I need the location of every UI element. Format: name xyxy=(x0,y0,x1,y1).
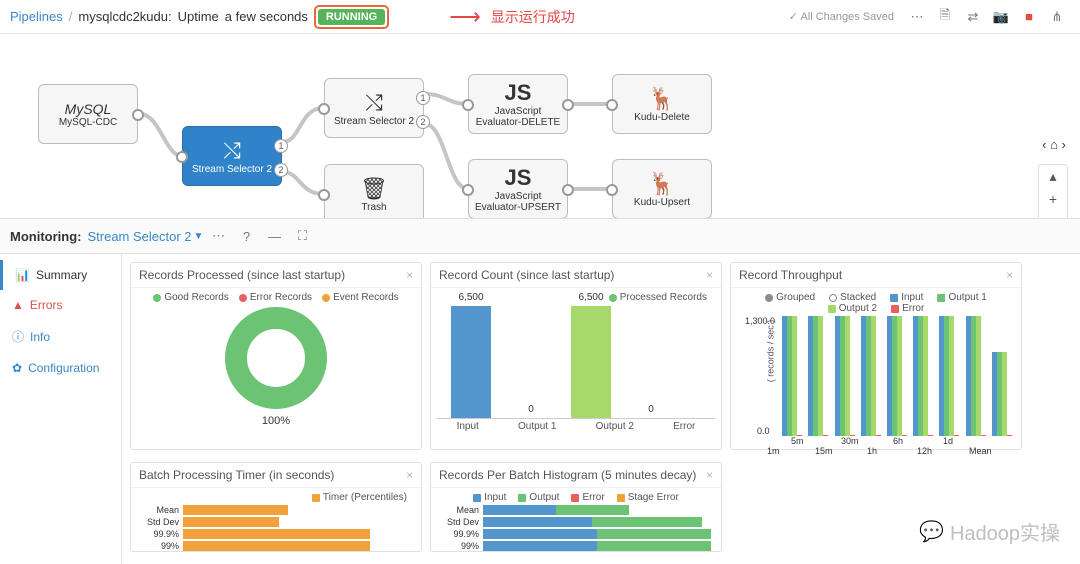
more-icon[interactable]: ⋯ xyxy=(205,223,231,249)
node-label: Stream Selector 2 xyxy=(192,164,272,175)
zoom-in-icon[interactable]: + xyxy=(1049,188,1057,210)
panel-throughput: Record Throughput× Grouped Stacked Input… xyxy=(730,262,1022,450)
monitor-header: Monitoring: Stream Selector 2 ▼ ⋯ ? — ⛶ xyxy=(0,218,1080,254)
js-icon: JS xyxy=(505,80,532,106)
donut-label: 100% xyxy=(262,415,290,427)
close-icon[interactable]: × xyxy=(1006,268,1013,282)
zoom-out-icon[interactable]: − xyxy=(1049,210,1057,218)
saved-indicator: ✓ All Changes Saved xyxy=(789,10,894,23)
node-mysql-cdc[interactable]: MySQL MySQL-CDC xyxy=(38,84,138,144)
panel-batch-histogram: Records Per Batch Histogram (5 minutes d… xyxy=(430,462,722,552)
stop-button[interactable]: ■ xyxy=(1016,4,1042,30)
js-icon: JS xyxy=(505,165,532,191)
uptime-value: a few seconds xyxy=(225,9,308,24)
node-label: Trash xyxy=(361,202,386,213)
annotation-text: 显示运行成功 xyxy=(491,7,575,27)
help-icon[interactable]: ? xyxy=(233,223,259,249)
share-icon[interactable]: ⋔ xyxy=(1044,4,1070,30)
close-icon[interactable]: × xyxy=(406,268,413,282)
topbar: Pipelines / mysqlcdc2kudu: Uptime a few … xyxy=(0,0,1080,34)
shuffle-icon[interactable]: ⇄ xyxy=(960,4,986,30)
node-kudu-upsert[interactable]: 🦌 Kudu-Upsert xyxy=(612,159,712,218)
monitor-tabs: 📊 Summary ▲ Errors ⓘ Info ✿ Configuratio… xyxy=(0,254,122,564)
panel-records-processed: Records Processed (since last startup)× … xyxy=(130,262,422,450)
node-label: Evaluator-DELETE xyxy=(476,117,560,128)
panel-record-count: Record Count (since last startup)× Proce… xyxy=(430,262,722,450)
panel-title: Record Throughput xyxy=(739,268,842,282)
panel-title: Records Processed (since last startup) xyxy=(139,268,345,282)
donut-chart xyxy=(221,303,331,413)
panel-title: Batch Processing Timer (in seconds) xyxy=(139,468,334,482)
close-icon[interactable]: × xyxy=(406,468,413,482)
status-badge: RUNNING xyxy=(314,5,389,29)
monitor-selected[interactable]: Stream Selector 2 xyxy=(87,229,191,244)
node-label: Kudu-Delete xyxy=(634,112,690,123)
tab-errors[interactable]: ▲ Errors xyxy=(0,290,121,320)
file-icon[interactable]: 🗎 xyxy=(932,4,958,30)
node-trash[interactable]: 🗑 Trash xyxy=(324,164,424,218)
close-icon[interactable]: × xyxy=(706,468,713,482)
kudu-icon: 🦌 xyxy=(648,171,675,197)
more-icon[interactable]: ⋯ xyxy=(904,4,930,30)
node-js-delete[interactable]: JS JavaScript Evaluator-DELETE xyxy=(468,74,568,134)
crumb-sep: / xyxy=(63,9,79,24)
node-label: MySQL-CDC xyxy=(59,117,117,128)
node-label: Evaluator-UPSERT xyxy=(475,202,561,213)
camera-icon[interactable]: 📷 xyxy=(988,4,1014,30)
pipeline-canvas[interactable]: MySQL MySQL-CDC ⤭ Stream Selector 2 1 2 … xyxy=(0,34,1080,218)
zoom-control: ▴ + − xyxy=(1038,164,1068,218)
expand-icon[interactable]: ⛶ xyxy=(289,223,315,249)
mysql-icon: MySQL xyxy=(65,101,112,117)
trash-icon: 🗑 xyxy=(360,176,388,202)
throughput-chart: ( records / sec ) 1,300.0 0.0 xyxy=(737,316,1015,436)
node-label: Kudu-Upsert xyxy=(634,197,690,208)
tab-info[interactable]: ⓘ Info xyxy=(0,320,121,353)
bar-chart: 6,50006,5000 xyxy=(437,303,715,419)
uptime-label: Uptime xyxy=(178,9,219,24)
node-kudu-delete[interactable]: 🦌 Kudu-Delete xyxy=(612,74,712,134)
split-icon: ⤭ xyxy=(223,138,241,164)
node-stream-selector-1[interactable]: ⤭ Stream Selector 2 1 2 xyxy=(182,126,282,186)
node-label: Stream Selector 2 xyxy=(334,116,414,127)
panel-title: Record Count (since last startup) xyxy=(439,268,614,282)
node-label: JavaScript xyxy=(495,191,542,202)
monitor-title: Monitoring: xyxy=(10,229,81,244)
node-js-upsert[interactable]: JS JavaScript Evaluator-UPSERT xyxy=(468,159,568,218)
split-icon: ⤭ xyxy=(365,90,383,116)
node-label: JavaScript xyxy=(495,106,542,117)
pipelines-link[interactable]: Pipelines xyxy=(10,9,63,24)
panel-title: Records Per Batch Histogram (5 minutes d… xyxy=(439,468,696,482)
hbar-chart: MeanStd Dev99.9%99% xyxy=(137,503,415,553)
zoom-up-icon[interactable]: ▴ xyxy=(1049,165,1056,188)
tab-configuration[interactable]: ✿ Configuration xyxy=(0,353,121,383)
pipeline-name: mysqlcdc2kudu: xyxy=(78,9,171,24)
node-stream-selector-2[interactable]: ⤭ Stream Selector 2 1 2 xyxy=(324,78,424,138)
tab-summary[interactable]: 📊 Summary xyxy=(0,260,121,290)
kudu-icon: 🦌 xyxy=(648,86,675,112)
chevron-down-icon[interactable]: ▼ xyxy=(194,231,204,242)
panel-batch-timer: Batch Processing Timer (in seconds)× Tim… xyxy=(130,462,422,552)
nav-control[interactable]: ‹ ⌂ › xyxy=(1036,130,1072,158)
annotation-arrow: ⟶ xyxy=(449,4,481,30)
close-icon[interactable]: × xyxy=(706,268,713,282)
hbar-chart: MeanStd Dev99.9%99% xyxy=(437,503,715,553)
minimize-icon[interactable]: — xyxy=(261,223,287,249)
